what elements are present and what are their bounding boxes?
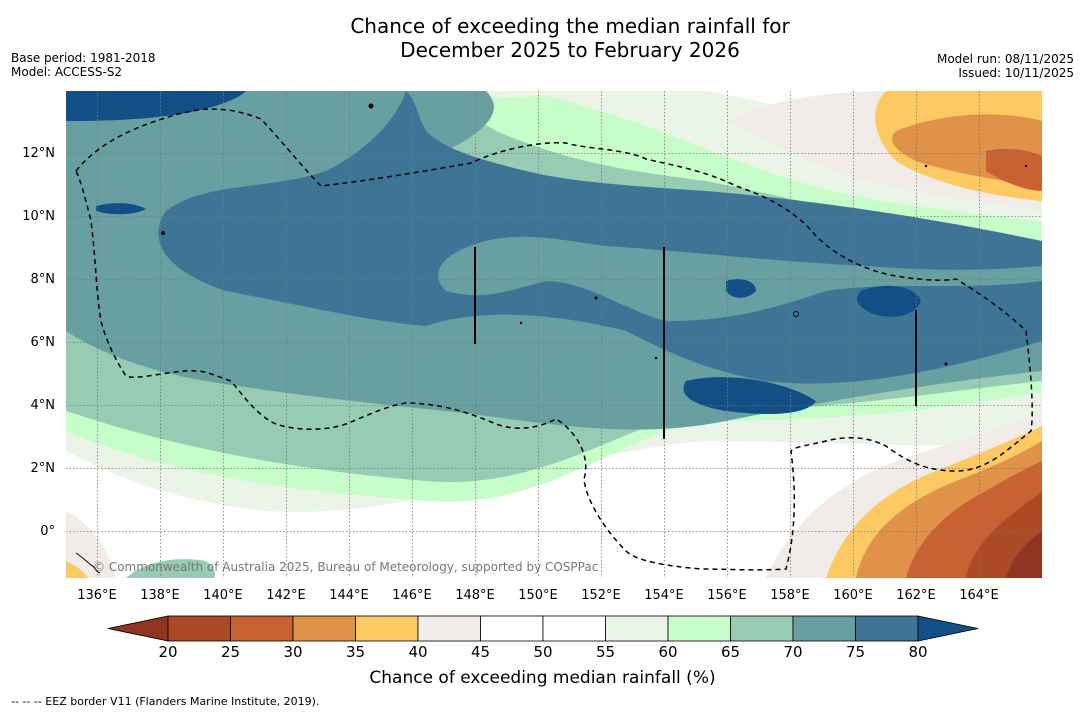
lat-label-0: 0° <box>40 524 55 539</box>
eez-border <box>75 108 1033 571</box>
lon-gridlines <box>97 91 980 578</box>
band-25-30-top <box>986 148 1042 191</box>
colorbar-tick-45: 45 <box>470 643 491 661</box>
lon-label-142e: 142°E <box>266 588 306 603</box>
band-35-40-bottom-left <box>66 561 88 578</box>
lon-label-150e: 150°E <box>518 588 558 603</box>
colorbar-segment <box>167 615 231 642</box>
lon-label-146e: 146°E <box>392 588 432 603</box>
lat-label-12n: 12°N <box>22 146 55 161</box>
colorbar-segment <box>730 615 794 642</box>
lon-label-160e: 160°E <box>833 588 873 603</box>
colorbar-segment <box>792 615 856 642</box>
lon-label-154e: 154°E <box>644 588 684 603</box>
band-75-80 <box>66 91 1042 384</box>
colorbar-tick-60: 60 <box>658 643 678 661</box>
lat-label-2n: 2°N <box>30 461 56 476</box>
colorbar-tick-35: 35 <box>345 643 366 661</box>
colorbar-tick-30: 30 <box>283 643 303 661</box>
colorbar-segment <box>855 615 919 642</box>
colorbar-tick-65: 65 <box>720 643 741 661</box>
colorbar-segment <box>667 615 731 642</box>
title-line-1: Chance of exceeding the median rainfall … <box>350 14 790 38</box>
band-65-70-bottom <box>126 559 216 578</box>
colorbar-arrow-high <box>917 615 979 642</box>
colorbar-tick-20: 20 <box>158 643 178 661</box>
colorbar-segment <box>480 615 544 642</box>
band-80-plus-d <box>96 203 146 215</box>
lon-label-138e: 138°E <box>140 588 180 603</box>
colorbar-tick-55: 55 <box>595 643 616 661</box>
lon-label-140e: 140°E <box>203 588 243 603</box>
colorbar-arrow-low <box>107 615 169 642</box>
colorbar-tick-40: 40 <box>408 643 428 661</box>
colorbar-segment <box>355 615 419 642</box>
eez-footnote: -- -- -- EEZ border V11 (Flanders Marine… <box>11 695 320 708</box>
meta-right: Model run: 08/11/2025 Issued: 10/11/2025 <box>937 52 1074 80</box>
lat-label-4n: 4°N <box>30 398 56 413</box>
colorbar-tick-70: 70 <box>783 643 803 661</box>
title-line-2: December 2025 to February 2026 <box>400 38 740 62</box>
colorbar-tick-75: 75 <box>845 643 866 661</box>
model-name: Model: ACCESS-S2 <box>11 65 123 79</box>
band-80-plus-e <box>726 279 756 298</box>
copyright-text: © Commonwealth of Australia 2025, Bureau… <box>93 560 598 574</box>
rainfall-map: © Commonwealth of Australia 2025, Bureau… <box>66 91 1042 578</box>
band-80-plus-c <box>857 285 921 317</box>
colorbar-segment <box>605 615 669 642</box>
band-80-plus-a <box>66 91 246 121</box>
band-below-20-bottom <box>1006 531 1042 578</box>
lon-label-136e: 136°E <box>77 588 117 603</box>
lon-label-156e: 156°E <box>707 588 747 603</box>
colorbar-segment <box>542 615 606 642</box>
colorbar-segment <box>292 615 356 642</box>
model-run: Model run: 08/11/2025 <box>936 52 1074 66</box>
lat-label-6n: 6°N <box>30 335 56 350</box>
issued-date: Issued: 10/11/2025 <box>958 66 1074 80</box>
lon-label-144e: 144°E <box>329 588 369 603</box>
lon-label-152e: 152°E <box>581 588 621 603</box>
colorbar-tick-25: 25 <box>220 643 241 661</box>
colorbar-tick-50: 50 <box>533 643 553 661</box>
lon-label-164e: 164°E <box>959 588 999 603</box>
lon-label-162e: 162°E <box>896 588 936 603</box>
map-title: Chance of exceeding the median rainfall … <box>0 14 1085 62</box>
lon-label-148e: 148°E <box>455 588 495 603</box>
colorbar-segment <box>417 615 481 642</box>
lat-label-10n: 10°N <box>22 209 55 224</box>
map-canvas: © Commonwealth of Australia 2025, Bureau… <box>66 91 1042 578</box>
lat-gridlines <box>66 153 1042 532</box>
lon-label-158e: 158°E <box>770 588 810 603</box>
band-45-50-bottom-left <box>66 511 116 578</box>
lat-label-8n: 8°N <box>30 272 56 287</box>
colorbar-tick-80: 80 <box>908 643 928 661</box>
island-dots <box>161 103 1028 366</box>
band-80-plus-b <box>683 377 816 414</box>
meta-left: Base period: 1981-2018 Model: ACCESS-S2 <box>11 51 156 79</box>
colorbar-segment <box>230 615 294 642</box>
coastline-bottom-left <box>75 552 101 574</box>
colorbar-title: Chance of exceeding median rainfall (%) <box>369 668 716 688</box>
base-period: Base period: 1981-2018 <box>11 51 156 65</box>
